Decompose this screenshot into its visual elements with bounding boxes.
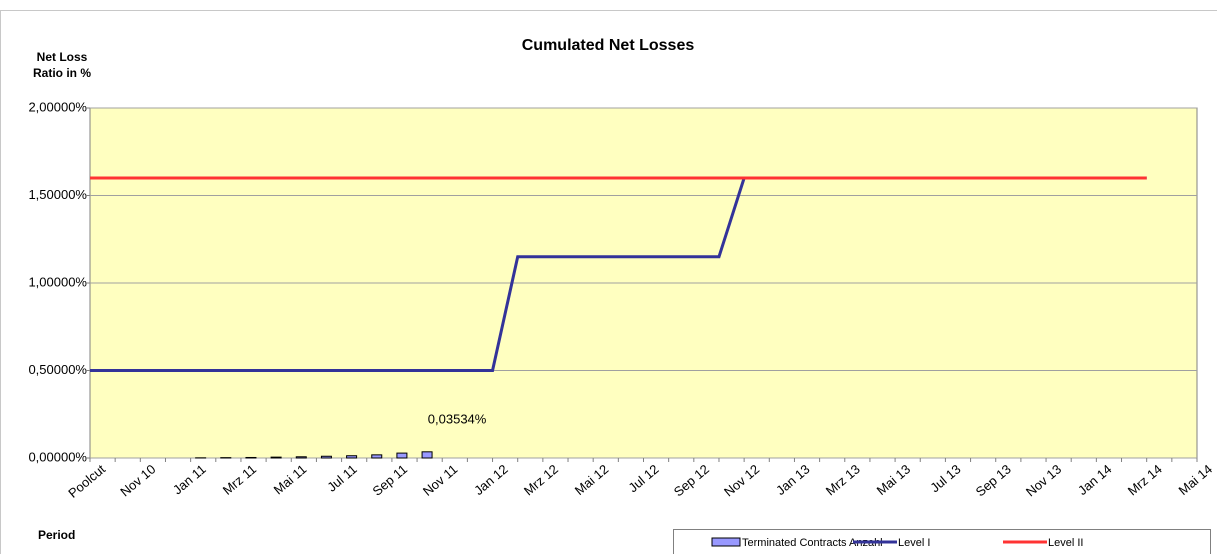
y-tick-label: 1,00000% — [28, 274, 87, 289]
legend-box — [673, 529, 1211, 554]
y-tick-label: 0,50000% — [28, 362, 87, 377]
chart-title: Cumulated Net Losses — [522, 37, 695, 54]
legend-label: Level II — [1048, 537, 1083, 549]
bar — [346, 455, 358, 459]
legend-label: Level I — [898, 537, 930, 549]
bar — [320, 455, 332, 459]
bar — [421, 451, 433, 459]
bar — [245, 456, 257, 459]
y-tick-label: 0,00000% — [28, 449, 87, 464]
y-tick-label: 2,00000% — [28, 99, 87, 114]
bar — [295, 456, 307, 459]
x-axis-title: Period — [38, 528, 75, 542]
bar — [371, 454, 383, 459]
legend: Terminated Contracts Anzahl Level I Level … — [673, 529, 1211, 554]
bar — [396, 452, 408, 459]
data-label: 0,03534% — [428, 411, 487, 426]
y-axis-title: Net Loss — [37, 50, 88, 64]
y-tick-label: 1,50000% — [28, 187, 87, 202]
legend-label: Terminated Contracts Anzahl — [742, 537, 883, 549]
bar — [270, 456, 282, 459]
legend-swatch — [711, 537, 741, 547]
y-axis-title: Ratio in % — [33, 66, 91, 80]
